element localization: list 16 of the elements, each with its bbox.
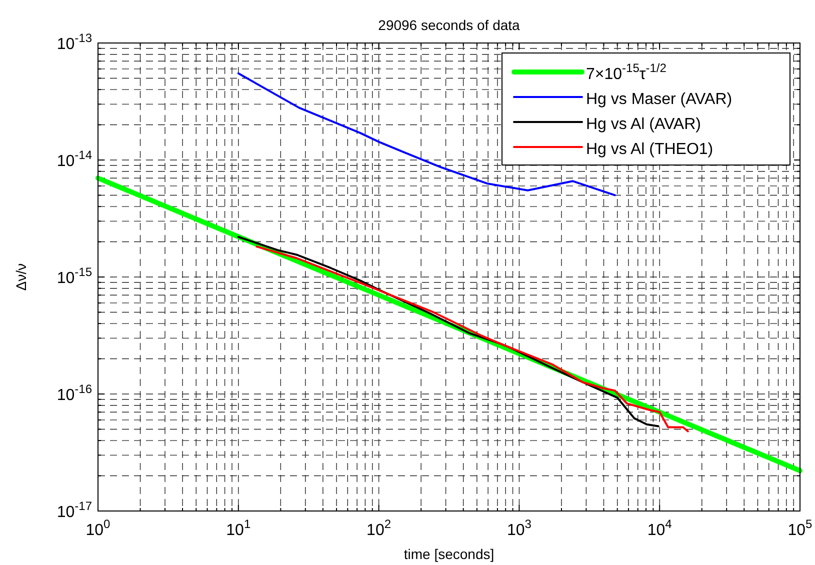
legend-label: Hg vs Maser (AVAR): [586, 91, 732, 108]
y-tick-label: 10$^{-13}$: [56, 31, 92, 53]
x-tick-label: 10$^{2}$: [366, 517, 392, 539]
legend-label: 7×10$^{-15}$τ$^{-1/2}$: [586, 61, 667, 83]
x-tick-label: 10$^{1}$: [226, 517, 251, 539]
legend-label: Hg vs Al (AVAR): [586, 116, 701, 133]
legend-label: Hg vs Al (THEO1): [586, 141, 714, 158]
y-tick-label: 10$^{-16}$: [56, 382, 92, 404]
x-tick-label: 10$^{4}$: [647, 517, 672, 539]
y-tick-label: 10$^{-14}$: [56, 148, 92, 170]
x-tick-label: 10$^{5}$: [788, 517, 813, 539]
chart-title: 29096 seconds of data: [378, 17, 520, 33]
y-axis-title: Δν/ν: [13, 263, 29, 291]
x-axis-title: time [seconds]: [404, 546, 494, 562]
x-tick-label: 10$^{3}$: [506, 517, 532, 539]
y-tick-label: 10$^{-15}$: [56, 265, 92, 287]
